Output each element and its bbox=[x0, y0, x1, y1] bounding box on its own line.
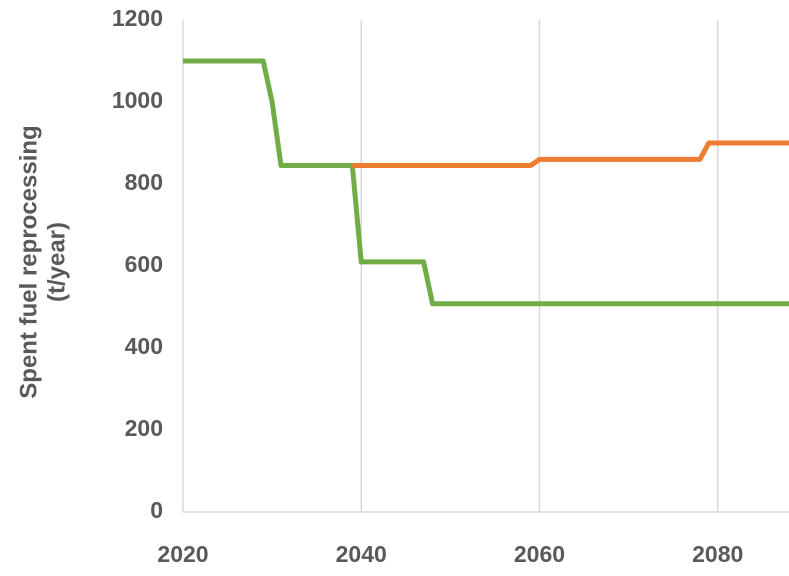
y-tick-label: 800 bbox=[125, 169, 163, 195]
y-tick-label: 600 bbox=[125, 251, 163, 277]
x-tick-label: 2020 bbox=[157, 541, 208, 567]
y-tick-label: 200 bbox=[125, 415, 163, 441]
y-tick-label: 400 bbox=[125, 333, 163, 359]
y-tick-label: 1200 bbox=[112, 5, 163, 31]
x-tick-label: 2040 bbox=[336, 541, 387, 567]
y-tick-label: 0 bbox=[150, 497, 163, 523]
line-series bbox=[183, 58, 789, 307]
x-tick-label: 2080 bbox=[692, 541, 743, 567]
y-axis-title-line: (t/year) bbox=[43, 222, 70, 302]
y-tick-label: 1000 bbox=[112, 87, 163, 113]
x-tick-label: 2060 bbox=[514, 541, 565, 567]
y-axis-title: Spent fuel reprocessing (t/year) bbox=[15, 125, 70, 398]
y-axis-title-line: Spent fuel reprocessing bbox=[15, 125, 42, 398]
line-series bbox=[352, 140, 789, 169]
